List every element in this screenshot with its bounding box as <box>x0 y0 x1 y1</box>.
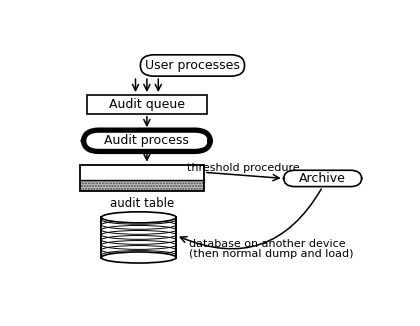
FancyBboxPatch shape <box>84 130 210 152</box>
Bar <box>80 165 204 191</box>
Text: Audit queue: Audit queue <box>109 98 185 111</box>
Text: Audit process: Audit process <box>105 134 189 147</box>
Text: User processes: User processes <box>145 59 240 72</box>
Text: database on another device: database on another device <box>189 239 346 249</box>
Bar <box>80 180 204 191</box>
FancyBboxPatch shape <box>284 170 362 186</box>
Bar <box>101 217 176 258</box>
Text: (then normal dump and load): (then normal dump and load) <box>189 249 354 259</box>
Bar <box>87 95 207 114</box>
Text: Archive: Archive <box>299 172 346 185</box>
Text: threshold procedure: threshold procedure <box>186 163 299 173</box>
FancyBboxPatch shape <box>140 55 244 76</box>
Text: audit table: audit table <box>110 197 174 210</box>
Ellipse shape <box>101 212 176 223</box>
Ellipse shape <box>101 252 176 263</box>
Bar <box>80 165 204 180</box>
